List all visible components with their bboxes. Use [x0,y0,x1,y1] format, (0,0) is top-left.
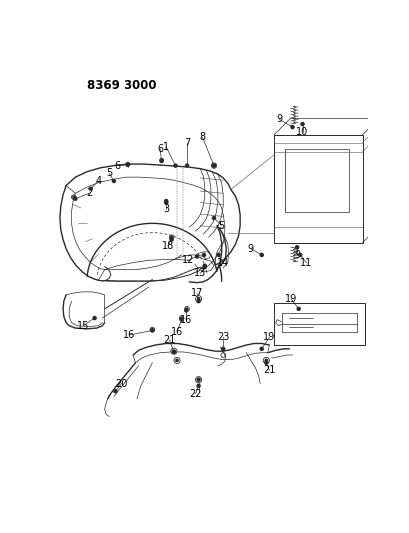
Circle shape [298,253,301,256]
Text: 6: 6 [157,144,163,154]
Circle shape [260,348,263,350]
Circle shape [180,317,182,319]
Circle shape [260,253,263,256]
Circle shape [212,164,215,167]
Circle shape [203,265,206,269]
Text: 3: 3 [163,204,169,214]
Text: 1: 1 [163,142,169,152]
Circle shape [164,201,167,204]
Circle shape [297,308,299,310]
Circle shape [197,297,199,300]
Circle shape [112,180,115,182]
Text: 21: 21 [263,366,275,375]
Circle shape [170,236,172,238]
Bar [273,303,364,345]
Circle shape [164,199,167,203]
Text: 7: 7 [184,138,190,148]
Circle shape [151,329,153,332]
Circle shape [114,390,117,393]
Text: 16: 16 [171,327,183,337]
Text: 8: 8 [199,132,205,142]
Circle shape [73,196,74,198]
Circle shape [290,126,293,128]
Circle shape [195,255,198,258]
Circle shape [212,216,215,220]
Text: 4: 4 [95,176,101,186]
Circle shape [197,378,200,381]
Text: 15: 15 [77,321,89,331]
Circle shape [160,159,163,163]
Bar [273,135,362,243]
Circle shape [175,359,178,361]
Circle shape [170,238,173,241]
Text: 16: 16 [123,330,135,340]
Circle shape [221,348,224,350]
Text: 19: 19 [284,294,297,304]
Circle shape [186,308,187,310]
Circle shape [151,329,153,330]
Circle shape [89,187,92,190]
Circle shape [173,164,177,167]
Text: 2: 2 [86,188,92,198]
Text: 8369 3000: 8369 3000 [87,79,156,92]
Circle shape [126,163,129,166]
Circle shape [264,361,267,364]
Circle shape [265,359,267,361]
Text: 5: 5 [218,221,224,231]
Circle shape [180,318,183,321]
Circle shape [74,197,77,200]
Text: 9: 9 [276,115,282,124]
Text: 14: 14 [216,257,229,268]
Text: 21: 21 [163,335,175,345]
Circle shape [197,384,200,387]
Text: 19: 19 [263,332,275,342]
Circle shape [185,164,188,167]
Text: 6: 6 [114,160,120,171]
Circle shape [93,317,96,320]
Circle shape [216,253,220,256]
Text: 20: 20 [115,378,128,389]
Text: 12: 12 [181,255,193,265]
Circle shape [184,309,187,312]
Text: 22: 22 [189,389,201,399]
Text: 13: 13 [193,269,206,278]
Circle shape [172,350,175,353]
Text: 18: 18 [161,241,173,251]
Circle shape [172,350,175,352]
Circle shape [203,264,206,267]
Bar [284,149,348,212]
Text: 5: 5 [106,168,112,179]
Text: 9: 9 [293,250,299,260]
Circle shape [202,253,205,256]
Circle shape [212,165,215,167]
Circle shape [300,123,303,126]
Circle shape [197,300,200,303]
Text: 11: 11 [299,257,312,268]
Text: 9: 9 [247,244,254,254]
Circle shape [295,246,298,249]
Text: 16: 16 [180,314,192,325]
Circle shape [160,159,162,161]
Text: 23: 23 [216,332,229,342]
Text: 10: 10 [296,127,308,137]
Text: 17: 17 [190,288,203,298]
